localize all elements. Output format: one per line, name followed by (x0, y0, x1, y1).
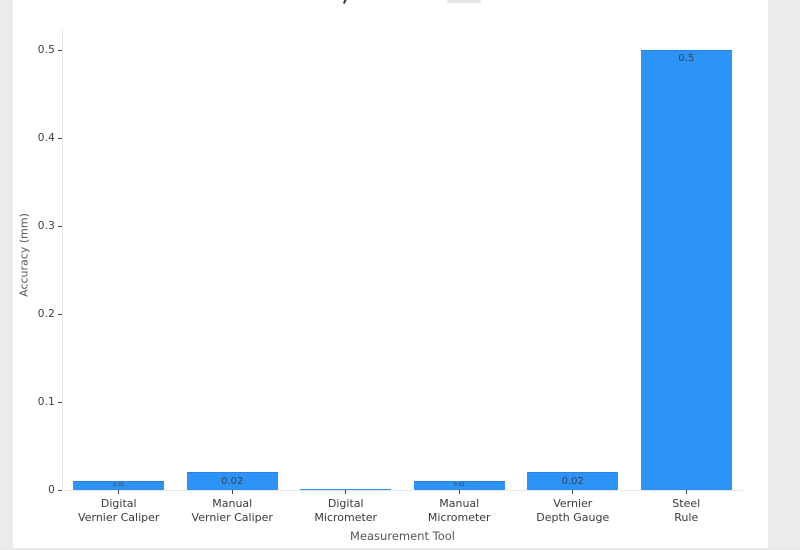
x-tick (176, 490, 290, 494)
x-tick-label-manual-vernier-caliper: Manual Vernier Caliper (176, 497, 290, 526)
y-tick-label: 0 (48, 484, 55, 496)
x-tick-mark (458, 490, 460, 494)
y-tick-3: 0.3 (0, 220, 62, 232)
x-axis-title: Measurement Tool (350, 529, 455, 543)
bar-steel-rule: 0.5 (640, 50, 732, 490)
y-tick-label: 0.3 (37, 220, 55, 232)
x-tick (62, 490, 176, 494)
x-tick-label-line2: Micrometer (427, 511, 491, 525)
bar-value-label: 0.01 (113, 482, 125, 489)
x-tick-marks (62, 490, 743, 494)
y-tick-label: 0.5 (37, 44, 55, 56)
y-tick-label: 0.4 (37, 132, 55, 144)
x-tick (403, 490, 517, 494)
bar-value-label: 0.01 (453, 482, 465, 489)
x-tick-label-line2: Vernier Caliper (191, 511, 273, 525)
bar-vernier-depth-gauge: 0.02 (527, 472, 619, 490)
clipped-title-fragment-light (447, 0, 481, 3)
bar-slot: 0.02 (516, 30, 630, 490)
x-tick-mark (572, 490, 574, 494)
y-tick-1: 0.1 (0, 396, 62, 408)
bar-value-label: 0.02 (561, 476, 584, 488)
x-tick-label-line1: Digital (100, 497, 137, 510)
y-tick-4: 0.4 (0, 132, 62, 144)
x-tick-label-line2: Micrometer (314, 511, 378, 525)
bar-slot: 0.01 (403, 30, 517, 490)
x-tick-label-line1: Manual (212, 497, 253, 510)
x-axis-line (62, 490, 743, 491)
x-tick (516, 490, 630, 494)
x-tick-label-line1: Digital (327, 497, 364, 510)
y-tick-label: 0.1 (37, 396, 55, 408)
bar-manual-vernier-caliper: 0.02 (186, 472, 278, 490)
x-tick-mark (231, 490, 233, 494)
x-tick-mark (118, 490, 120, 494)
bar-slot: 0.5 (630, 30, 744, 490)
y-tick-mark (58, 401, 62, 403)
x-tick-label-digital-vernier-caliper: Digital Vernier Caliper (62, 497, 176, 526)
x-tick-mark (345, 490, 347, 494)
left-gutter (0, 0, 13, 550)
y-tick-mark (58, 49, 62, 51)
x-tick-label-line2: Rule (674, 511, 699, 525)
x-tick-label-digital-micrometer: Digital Micrometer (289, 497, 403, 526)
bar-digital-vernier-caliper: 0.01 (73, 481, 165, 490)
y-tick-0: 0 (0, 484, 62, 496)
y-tick-label: 0.2 (37, 308, 55, 320)
x-tick-label-line2: Depth Gauge (536, 511, 610, 525)
clipped-title-fragment-dark (342, 0, 348, 5)
plot-area: 0.01 0.02 0.01 0.02 (62, 30, 743, 490)
y-tick-mark (58, 489, 62, 491)
bar-slot: 0.02 (176, 30, 290, 490)
bar-value-label: 0.02 (221, 476, 244, 488)
right-gutter (768, 0, 800, 550)
x-tick-label-line1: Steel (672, 497, 701, 510)
x-tick-label-line1: Manual (439, 497, 480, 510)
bar-value-label: 0.5 (678, 53, 695, 64)
y-tick-mark (58, 137, 62, 139)
x-tick (630, 490, 744, 494)
bottom-edge-divider (0, 548, 800, 550)
x-tick (289, 490, 403, 494)
y-axis-line (62, 30, 63, 490)
y-axis-title: Accuracy (mm) (17, 213, 31, 297)
x-tick-label-vernier-depth-gauge: Vernier Depth Gauge (516, 497, 630, 526)
x-tick-label-line2: Vernier Caliper (78, 511, 160, 525)
y-tick-mark (58, 225, 62, 227)
x-tick-mark (685, 490, 687, 494)
x-tick-labels: Digital Vernier Caliper Manual Vernier C… (62, 497, 743, 526)
y-tick-mark (58, 313, 62, 315)
x-tick-label-line1: Vernier (553, 497, 593, 510)
x-tick-label-steel-rule: Steel Rule (630, 497, 744, 526)
x-tick-label-manual-micrometer: Manual Micrometer (403, 497, 517, 526)
bar-slot (289, 30, 403, 490)
y-tick-5: 0.5 (0, 44, 62, 56)
y-tick-2: 0.2 (0, 308, 62, 320)
bar-slot: 0.01 (62, 30, 176, 490)
bar-digital-micrometer (300, 489, 392, 490)
bar-manual-micrometer: 0.01 (413, 481, 505, 490)
